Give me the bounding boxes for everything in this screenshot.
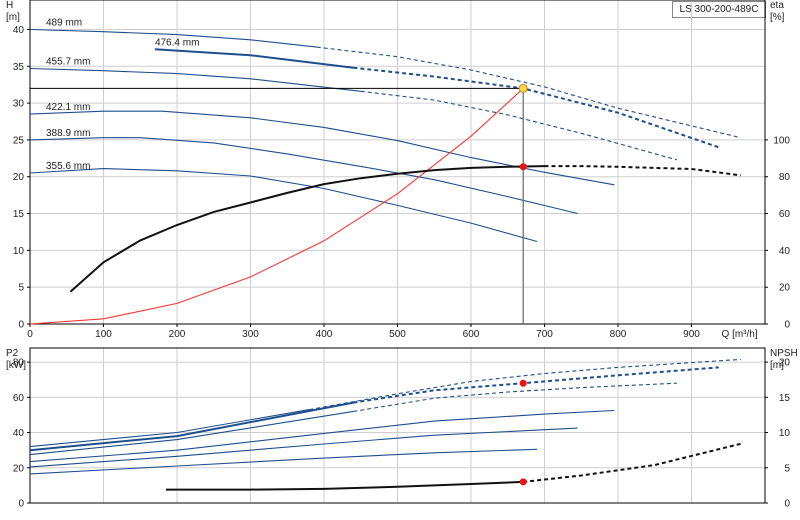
duty-point-marker: [518, 83, 528, 93]
top-left-axis-unit: [m]: [6, 12, 20, 23]
top-ytick-label-15: 15: [13, 209, 25, 220]
top-ytick-label-20: 20: [13, 172, 25, 183]
bottom-right-axis-unit: [m]: [770, 360, 784, 371]
curve-label-455-7-mm: 455.7 mm: [46, 56, 90, 67]
top-series-476-4-mm-dashed: [353, 66, 720, 149]
bottom-ytick-label-20: 20: [13, 463, 25, 474]
top-series-422-1-mm-solid: [29, 110, 615, 186]
bottom-y2tick-label-20: 20: [779, 358, 791, 369]
top-ytick-label-40: 40: [13, 25, 25, 36]
top-series-efficiency-dashed: [544, 165, 741, 177]
bottom-ytick-label-0: 0: [18, 499, 24, 510]
curve-label-489-mm: 489 mm: [46, 17, 82, 28]
top-ytick-label-25: 25: [13, 135, 25, 146]
top-left-axis-name: H: [6, 0, 13, 11]
curve-label-422-1-mm: 422.1 mm: [46, 102, 90, 113]
bottom-y2tick-label-10: 10: [779, 428, 791, 439]
bottom-plot-frame: [29, 347, 766, 504]
bottom-left-axis-name: P2: [6, 348, 19, 359]
top-y2tick-label-20: 20: [779, 283, 791, 294]
top-right-axis-unit: [%]: [770, 12, 785, 23]
top-y2tick-label-80: 80: [779, 172, 791, 183]
curve-label-355-6-mm: 355.6 mm: [46, 161, 90, 172]
xtick-label-0: 0: [27, 329, 33, 340]
bottom-right-axis-name: NPSH: [770, 348, 798, 359]
bottom-ytick-label-80: 80: [13, 358, 25, 369]
x-axis-label: Q [m³/h]: [722, 329, 758, 340]
top-series-455-7-mm-dashed: [360, 90, 677, 161]
curve-label-388-9-mm: 388.9 mm: [46, 128, 90, 139]
bottom-y2tick-label-0: 0: [784, 499, 790, 510]
curve-label-476-4-mm: 476.4 mm: [155, 37, 199, 48]
xtick-label-400: 400: [316, 329, 333, 340]
top-series-efficiency-solid: [69, 165, 545, 293]
bottom-y2tick-label-5: 5: [784, 463, 790, 474]
bottom-y2tick-label-15: 15: [779, 393, 791, 404]
xtick-label-300: 300: [242, 329, 259, 340]
top-series-388-9-mm-solid: [29, 137, 578, 215]
top-series-476-4-mm-solid: [154, 48, 354, 69]
bottom-ytick-label-60: 60: [13, 393, 25, 404]
xtick-label-600: 600: [463, 329, 480, 340]
bottom-ytick-label-40: 40: [13, 428, 25, 439]
top-ytick-label-5: 5: [18, 283, 24, 294]
top-series-489-mm-solid: [29, 28, 317, 48]
top-y2tick-label-40: 40: [779, 246, 791, 257]
bottom-series-p2-355-6-mm-solid: [29, 448, 538, 475]
bottom-series-p2-489-mm-solid: [29, 409, 310, 448]
top-y2tick-label-100: 100: [773, 135, 790, 146]
xtick-label-500: 500: [389, 329, 406, 340]
xtick-label-100: 100: [95, 329, 112, 340]
top-series-455-7-mm-solid: [29, 67, 361, 92]
bottom-series-p2-388-9-mm-solid: [29, 427, 578, 468]
bottom-series-p2-455-7-mm-solid: [29, 410, 354, 456]
efficiency-point-marker: [519, 163, 527, 171]
xtick-label-800: 800: [610, 329, 627, 340]
top-ytick-label-30: 30: [13, 99, 25, 110]
bottom-series-p2-476-4-mm-solid: [29, 401, 354, 452]
top-ytick-label-0: 0: [18, 320, 24, 331]
power-point-marker: [519, 379, 527, 387]
bottom-series-p2-422-1-mm-solid: [29, 409, 615, 463]
top-series-355-6-mm-solid: [29, 168, 538, 243]
top-ytick-label-10: 10: [13, 246, 25, 257]
top-ytick-label-35: 35: [13, 62, 25, 73]
npsh-point-marker: [519, 478, 527, 486]
top-right-axis-name: eta: [770, 0, 784, 11]
xtick-label-700: 700: [536, 329, 553, 340]
top-series-system-curve-solid: [29, 87, 524, 325]
top-y2tick-label-60: 60: [779, 209, 791, 220]
top-series-489-mm-dashed: [316, 46, 741, 139]
top-y2tick-label-0: 0: [784, 320, 790, 331]
bottom-series-npsh-dashed: [523, 442, 741, 483]
xtick-label-900: 900: [683, 329, 700, 340]
bottom-series-p2-455-7-mm-dashed: [353, 382, 677, 412]
bottom-left-axis-unit: [kW]: [6, 360, 26, 371]
bottom-series-p2-489-mm-dashed: [309, 358, 741, 411]
bottom-series-npsh-solid: [166, 480, 524, 491]
xtick-label-200: 200: [169, 329, 186, 340]
